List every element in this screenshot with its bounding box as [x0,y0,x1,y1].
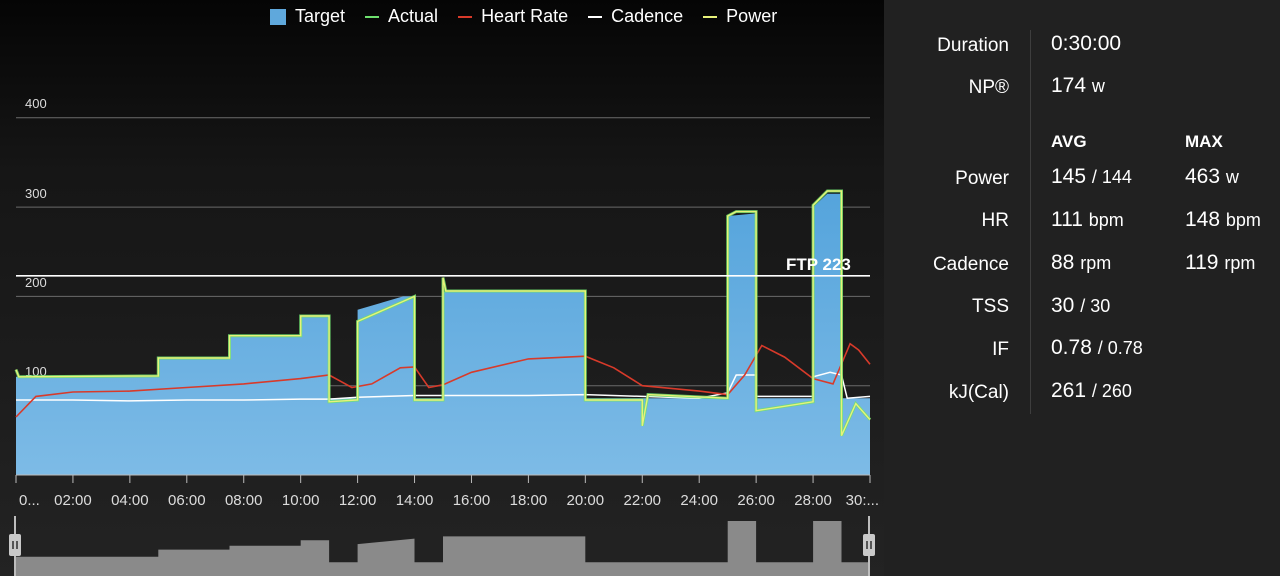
np-unit: w [1091,76,1105,96]
minimap-profile [16,521,870,576]
x-tick-label: 26:00 [737,492,775,509]
tss-target: / 30 [1080,296,1111,316]
x-tick-label: 12:00 [339,492,377,509]
duration-value: 0:30:00 [1051,32,1122,55]
kj-value: 261 [1051,379,1087,402]
x-tick-label: 06:00 [168,492,206,509]
hr-max-unit: bpm [1225,210,1261,230]
power-max-unit: w [1225,167,1239,187]
cadence-avg-value: 88 [1051,251,1075,274]
if-value: 0.78 [1051,336,1092,359]
np-label: NP® [968,77,1009,98]
x-tick-label: 0... [19,492,40,509]
avg-header: AVG [1051,132,1087,151]
if-label: IF [992,339,1009,360]
if-target: / 0.78 [1097,338,1143,358]
cadence-max-value: 119 [1185,251,1219,274]
workout-chart[interactable]: 0... 02:00 04:00 06:00 08:00 10:00 12:00 14:00 1… [0,0,884,576]
legend-cadence-label: Cadence [611,6,684,26]
range-end-handle[interactable] [863,534,875,556]
stats-divider [1030,30,1031,414]
legend-item-actual[interactable]: Actual [365,6,438,27]
power-swatch [703,15,718,18]
heart-rate-line [15,342,871,418]
y-tick-label: 300 [25,186,47,201]
cadence-label: Cadence [932,254,1009,275]
power-max-value: 463 [1185,165,1221,188]
legend-target-label: Target [295,6,346,26]
kj-label: kJ(Cal) [948,382,1009,403]
hr-max: 148 bpm [1185,208,1261,232]
workout-chart-panel: Target Actual Heart Rate Cadence Power 4… [0,0,884,576]
legend-item-target[interactable]: Target [270,6,345,27]
x-tick-label: 24:00 [680,492,718,509]
legend-actual-label: Actual [388,6,439,26]
hr-label: HR [981,210,1009,231]
heart-rate-swatch [458,15,473,18]
target-swatch [270,8,286,25]
cadence-max: 119 rpm [1185,251,1255,275]
power-avg: 145 / 144 [1051,165,1132,189]
cadence-max-unit: rpm [1224,253,1256,273]
tss-value: 30 [1051,294,1075,317]
ftp-label: FTP 223 [786,255,851,274]
duration-label: Duration [937,35,1009,56]
tss-avg: 30 / 30 [1051,294,1110,318]
x-tick-label: 08:00 [225,492,263,509]
max-header: MAX [1185,132,1223,151]
legend-power-label: Power [726,6,778,26]
hr-avg: 111 bpm [1051,208,1124,232]
cadence-line [16,371,871,402]
range-start-handle[interactable] [9,534,21,556]
actual-swatch [365,15,380,18]
power-avg-target: / 144 [1091,167,1132,187]
x-tick-label: 18:00 [510,492,548,509]
kj-avg: 261 / 260 [1051,379,1132,403]
legend-heart-rate-label: Heart Rate [481,6,569,26]
y-tick-label: 400 [25,96,47,111]
cadence-avg-unit: rpm [1080,253,1112,273]
power-label: Power [955,168,1009,189]
power-max: 463 w [1185,165,1239,189]
x-tick-label: 16:00 [453,492,491,509]
legend-item-cadence[interactable]: Cadence [588,6,683,27]
x-tick-label: 14:00 [396,492,434,509]
legend-item-heart-rate[interactable]: Heart Rate [458,6,568,27]
kj-target: / 260 [1091,381,1132,401]
x-tick-label: 04:00 [111,492,149,509]
hr-avg-unit: bpm [1088,210,1124,230]
cadence-avg: 88 rpm [1051,251,1111,275]
y-tick-label: 200 [25,275,47,290]
x-tick-label: 20:00 [567,492,605,509]
hr-avg-value: 111 [1051,208,1083,231]
power-line [15,190,871,436]
chart-legend: Target Actual Heart Rate Cadence Power [270,6,777,27]
power-avg-value: 145 [1051,165,1087,188]
x-tick-label: 02:00 [54,492,92,509]
workout-stats-panel: Duration 0:30:00 NP® 174 w AVG MAX Power… [884,0,1280,576]
np-value-group: 174 w [1051,74,1105,98]
if-avg: 0.78 / 0.78 [1051,336,1143,360]
np-value: 174 [1051,74,1087,97]
hr-max-value: 148 [1185,208,1221,231]
tss-label: TSS [972,296,1009,317]
x-tick-label: 22:00 [623,492,661,509]
cadence-swatch [588,15,603,18]
x-tick-label: 30:... [846,492,879,509]
x-tick-label: 28:00 [794,492,832,509]
legend-item-power[interactable]: Power [703,6,777,27]
x-tick-label: 10:00 [282,492,320,509]
